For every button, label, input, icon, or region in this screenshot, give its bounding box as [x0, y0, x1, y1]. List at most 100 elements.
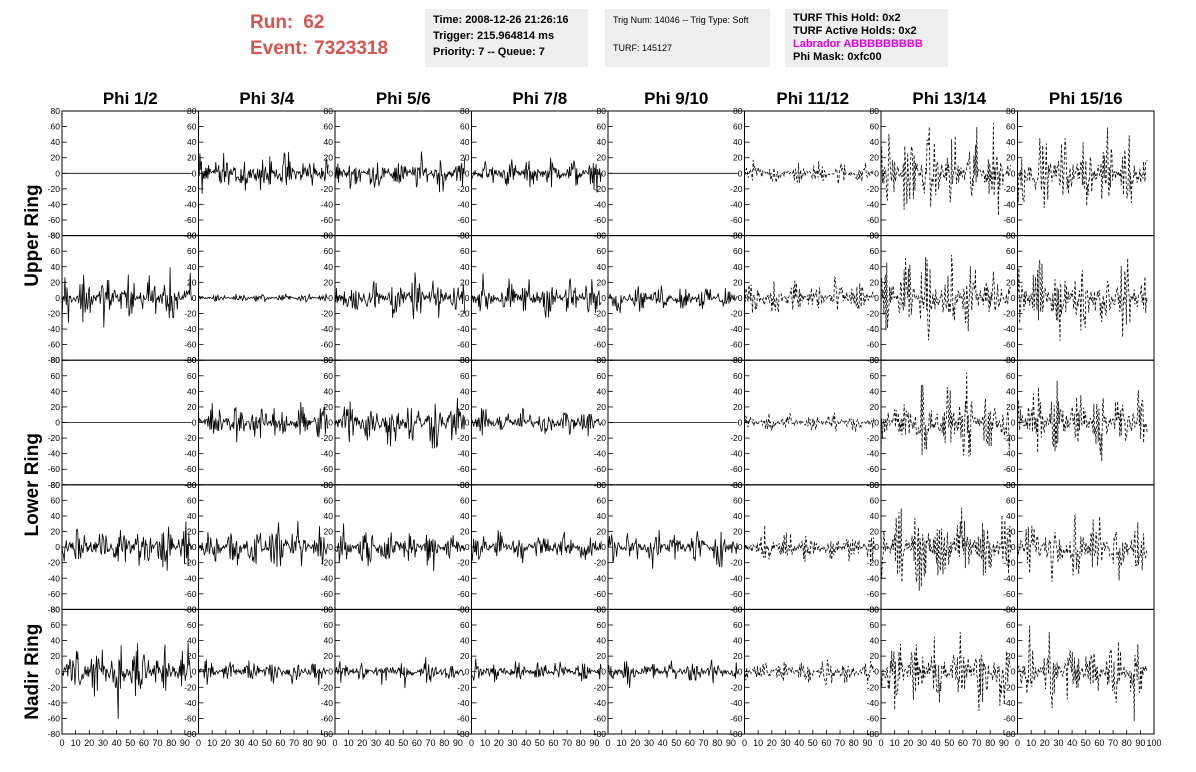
- x-tick-label: 60: [958, 738, 968, 748]
- y-tick-label: 80: [733, 604, 743, 614]
- y-tick-label: 80: [870, 604, 880, 614]
- panel-frame: [607, 484, 745, 610]
- y-tick-label: -40: [1003, 698, 1016, 708]
- y-tick-label: -40: [457, 449, 470, 459]
- y-tick-label: 0: [874, 418, 879, 428]
- x-tick-label: 0: [878, 738, 883, 748]
- y-tick-label: -20: [867, 308, 880, 318]
- y-tick-label: 20: [324, 153, 334, 163]
- x-tick-label: 90: [180, 738, 190, 748]
- waveform-trace: [744, 412, 875, 432]
- waveform-trace: [607, 659, 739, 688]
- y-tick-label: 60: [733, 122, 743, 132]
- y-tick-label: 80: [1006, 355, 1016, 365]
- y-tick-label: 0: [192, 418, 197, 428]
- y-tick-label: -20: [48, 308, 61, 318]
- x-tick-label: 90: [999, 738, 1009, 748]
- y-tick-label: 20: [187, 153, 197, 163]
- y-tick-label: 20: [460, 527, 470, 537]
- y-tick-label: 60: [870, 620, 880, 630]
- run-label: Run:: [250, 12, 294, 33]
- x-tick-label: 60: [412, 738, 422, 748]
- x-tick-label: 40: [931, 738, 941, 748]
- column-header: Phi 9/10: [644, 89, 708, 108]
- y-tick-label: 20: [733, 527, 743, 537]
- y-tick-label: -20: [867, 558, 880, 568]
- y-tick-label: -40: [48, 199, 61, 209]
- waveform-trace: [1017, 258, 1148, 341]
- y-tick-label: -80: [48, 729, 61, 739]
- y-tick-label: 60: [870, 371, 880, 381]
- y-tick-label: -20: [730, 682, 743, 692]
- y-tick-label: -80: [48, 355, 61, 365]
- waveform-trace: [198, 292, 329, 303]
- y-tick-label: 40: [870, 636, 880, 646]
- y-tick-label: 0: [192, 168, 197, 178]
- event-label: Event:: [250, 38, 309, 59]
- phi-mask-text: Phi Mask: 0xfc00: [793, 51, 882, 63]
- y-tick-label: 60: [870, 495, 880, 505]
- y-tick-label: 60: [460, 246, 470, 256]
- waveform-trace: [471, 273, 602, 318]
- x-tick-label: 40: [1067, 738, 1077, 748]
- waveform-trace: [198, 151, 329, 194]
- waveform-trace: [880, 507, 1012, 591]
- y-tick-label: -40: [184, 324, 197, 334]
- x-tick-label: 80: [1122, 738, 1132, 748]
- y-tick-label: 60: [597, 495, 607, 505]
- y-tick-label: -80: [594, 729, 607, 739]
- y-tick-label: -80: [321, 729, 334, 739]
- y-tick-label: 40: [324, 636, 334, 646]
- y-tick-label: 80: [733, 480, 743, 490]
- y-tick-label: -40: [867, 698, 880, 708]
- trigger-text: Trigger: 215.964814 ms: [433, 30, 555, 42]
- y-tick-label: 20: [597, 277, 607, 287]
- x-tick-label: 20: [221, 738, 231, 748]
- x-tick-label: 30: [234, 738, 244, 748]
- y-tick-label: 40: [1006, 636, 1016, 646]
- y-tick-label: -80: [48, 231, 61, 241]
- x-tick-label: 70: [562, 738, 572, 748]
- y-tick-label: 60: [870, 122, 880, 132]
- x-tick-label: 20: [494, 738, 504, 748]
- y-tick-label: 20: [597, 153, 607, 163]
- x-tick-label: 90: [726, 738, 736, 748]
- y-tick-label: 40: [187, 137, 197, 147]
- y-tick-label: 40: [870, 386, 880, 396]
- y-tick-label: 60: [597, 371, 607, 381]
- y-tick-label: 0: [601, 667, 606, 677]
- y-tick-label: -60: [48, 215, 61, 225]
- y-tick-label: 60: [460, 122, 470, 132]
- y-tick-label: -20: [457, 682, 470, 692]
- y-tick-label: -40: [457, 199, 470, 209]
- turf-text: TURF: 145127: [613, 43, 673, 53]
- y-tick-label: 60: [733, 495, 743, 505]
- waveform-trace: [198, 659, 329, 686]
- y-tick-label: -40: [321, 698, 334, 708]
- y-tick-label: 0: [328, 168, 333, 178]
- y-tick-label: -60: [184, 340, 197, 350]
- y-tick-label: -60: [730, 215, 743, 225]
- y-tick-label: 40: [187, 262, 197, 272]
- ring-label: Nadir Ring: [22, 624, 43, 720]
- y-tick-label: 0: [874, 168, 879, 178]
- y-tick-label: -60: [184, 713, 197, 723]
- x-tick-label: 50: [808, 738, 818, 748]
- time-info-panel: Time: 2008-12-26 21:26:16 Trigger: 215.9…: [425, 9, 588, 67]
- y-tick-label: -20: [321, 308, 334, 318]
- y-tick-label: 60: [1006, 495, 1016, 505]
- y-tick-label: 60: [187, 495, 197, 505]
- y-tick-label: -60: [321, 340, 334, 350]
- y-tick-label: 20: [51, 277, 61, 287]
- x-tick-label: 40: [385, 738, 395, 748]
- y-tick-label: 20: [870, 277, 880, 287]
- y-tick-label: -20: [1003, 558, 1016, 568]
- y-tick-label: -40: [321, 324, 334, 334]
- y-tick-label: 60: [733, 246, 743, 256]
- y-tick-label: 40: [733, 386, 743, 396]
- y-tick-label: 0: [328, 418, 333, 428]
- y-tick-label: 60: [1006, 246, 1016, 256]
- y-tick-label: 0: [738, 418, 743, 428]
- y-tick-label: -40: [730, 573, 743, 583]
- y-tick-label: -20: [184, 433, 197, 443]
